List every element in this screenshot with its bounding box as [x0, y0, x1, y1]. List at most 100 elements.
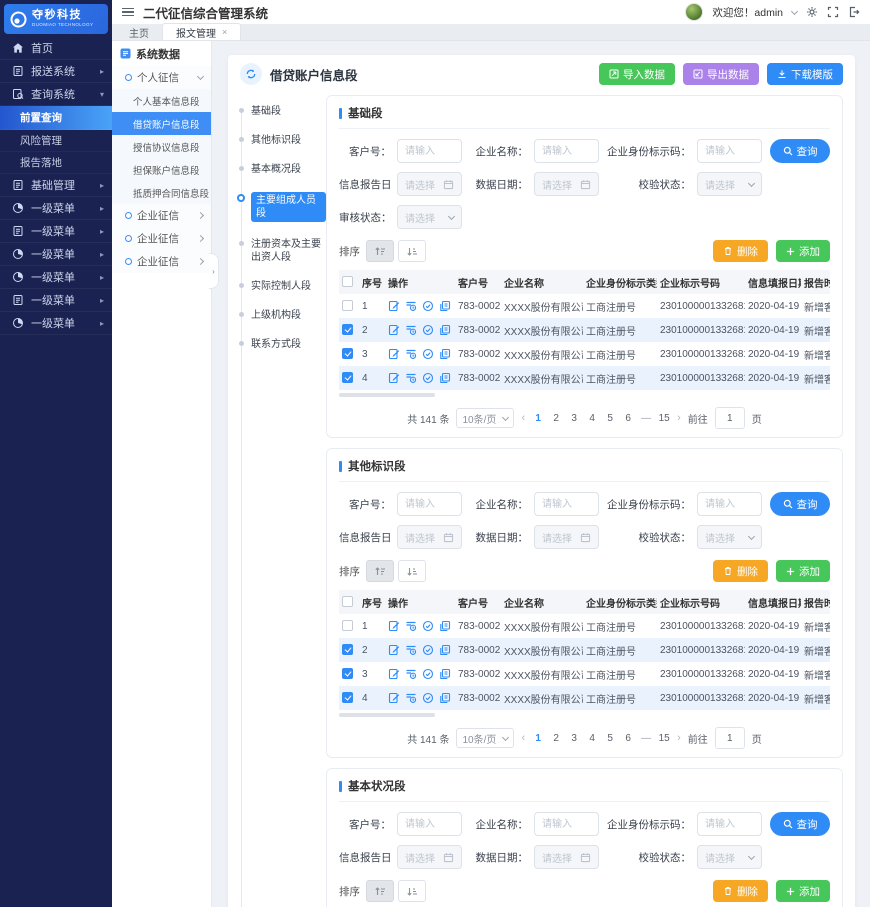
table-row[interactable]: 3 783-0002 XXXX股份有限公司 工商注册号 230100000133… — [339, 342, 830, 366]
check-circle-icon[interactable] — [422, 300, 434, 312]
copy-icon[interactable] — [439, 348, 451, 360]
company-name-input[interactable] — [534, 812, 599, 836]
anchor-registered-capital[interactable]: 注册资本及主要出资人段 — [238, 238, 326, 264]
sidebar-item-base-management[interactable]: 基础管理 ▸ — [0, 174, 112, 197]
anchor-overview[interactable]: 基本概况段 — [238, 163, 326, 176]
copy-icon[interactable] — [439, 692, 451, 704]
edit-icon[interactable] — [388, 620, 400, 632]
avatar[interactable] — [685, 3, 703, 21]
goto-page-input[interactable] — [715, 727, 745, 749]
page-number[interactable]: 3 — [568, 413, 580, 424]
sort-asc-button[interactable] — [366, 880, 394, 902]
anchor-other-id[interactable]: 其他标识段 — [238, 134, 326, 147]
check-circle-icon[interactable] — [422, 620, 434, 632]
edit-icon[interactable] — [388, 372, 400, 384]
page-size-select[interactable]: 10条/页 — [456, 728, 514, 748]
sidebar-item-menu-2[interactable]: 一级菜单 ▸ — [0, 220, 112, 243]
customer-no-input[interactable] — [397, 812, 462, 836]
check-status-select[interactable]: 请选择 — [697, 525, 762, 549]
logout-icon[interactable] — [848, 6, 860, 18]
delete-button[interactable]: 删除 — [713, 560, 768, 582]
detail-icon[interactable] — [405, 692, 417, 704]
search-button[interactable]: 查询 — [770, 492, 830, 516]
tab-message-management[interactable]: 报文管理 × — [162, 23, 241, 40]
add-button[interactable]: 添加 — [776, 880, 830, 902]
customer-no-input[interactable] — [397, 139, 462, 163]
download-template-button[interactable]: 下载模版 — [767, 63, 843, 85]
company-name-input[interactable] — [534, 139, 599, 163]
prev-page-button[interactable]: ‹ — [521, 732, 525, 744]
enterprise-id-input[interactable] — [697, 492, 762, 516]
check-circle-icon[interactable] — [422, 668, 434, 680]
user-menu-chevron-icon[interactable] — [791, 7, 798, 14]
check-status-select[interactable]: 请选择 — [697, 172, 762, 196]
tree-group-personal-credit[interactable]: 个人征信 — [112, 66, 211, 89]
table-row[interactable]: 1 783-0002 XXXX股份有限公司 工商注册号 230100000133… — [339, 294, 830, 318]
report-date-picker[interactable]: 请选择 — [397, 525, 462, 549]
horizontal-scrollbar[interactable] — [339, 713, 435, 717]
customer-no-input[interactable] — [397, 492, 462, 516]
copy-icon[interactable] — [439, 372, 451, 384]
select-all-checkbox[interactable] — [342, 276, 353, 287]
sidebar-collapse-handle[interactable]: › — [209, 253, 219, 289]
detail-icon[interactable] — [405, 668, 417, 680]
page-number[interactable]: 6 — [622, 733, 634, 744]
row-checkbox[interactable] — [342, 300, 353, 311]
goto-page-input[interactable] — [715, 407, 745, 429]
row-checkbox[interactable] — [342, 324, 353, 335]
add-button[interactable]: 添加 — [776, 560, 830, 582]
check-circle-icon[interactable] — [422, 372, 434, 384]
table-row[interactable]: 3 783-0002 XXXX股份有限公司 工商注册号 230100000133… — [339, 662, 830, 686]
row-checkbox[interactable] — [342, 668, 353, 679]
search-button[interactable]: 查询 — [770, 139, 830, 163]
check-circle-icon[interactable] — [422, 644, 434, 656]
tree-group-enterprise-credit-2[interactable]: 企业征信 — [112, 227, 211, 250]
page-number[interactable]: 5 — [604, 413, 616, 424]
prev-page-button[interactable]: ‹ — [521, 412, 525, 424]
company-name-input[interactable] — [534, 492, 599, 516]
detail-icon[interactable] — [405, 348, 417, 360]
report-date-picker[interactable]: 请选择 — [397, 845, 462, 869]
check-circle-icon[interactable] — [422, 324, 434, 336]
row-checkbox[interactable] — [342, 692, 353, 703]
table-row[interactable]: 4 783-0002 XXXX股份有限公司 工商注册号 230100000133… — [339, 366, 830, 390]
sidebar-item-query-system[interactable]: 查询系统 ▾ — [0, 83, 112, 106]
table-row[interactable]: 2 783-0002 XXXX股份有限公司 工商注册号 230100000133… — [339, 318, 830, 342]
page-number[interactable]: 15 — [658, 413, 670, 424]
detail-icon[interactable] — [405, 324, 417, 336]
page-size-select[interactable]: 10条/页 — [456, 408, 514, 428]
row-checkbox[interactable] — [342, 620, 353, 631]
sidebar-subitem-front-query[interactable]: 前置查询 — [0, 106, 112, 130]
tree-group-enterprise-credit-3[interactable]: 企业征信 — [112, 250, 211, 273]
copy-icon[interactable] — [439, 620, 451, 632]
detail-icon[interactable] — [405, 620, 417, 632]
edit-icon[interactable] — [388, 644, 400, 656]
add-button[interactable]: 添加 — [776, 240, 830, 262]
gear-icon[interactable] — [806, 6, 818, 18]
sidebar-subitem-report-landing[interactable]: 报告落地 — [0, 152, 112, 174]
row-checkbox[interactable] — [342, 644, 353, 655]
import-data-button[interactable]: 导入数据 — [599, 63, 675, 85]
export-data-button[interactable]: 导出数据 — [683, 63, 759, 85]
sidebar-item-report-system[interactable]: 报送系统 ▸ — [0, 60, 112, 83]
anchor-actual-controller[interactable]: 实际控制人段 — [238, 280, 326, 293]
copy-icon[interactable] — [439, 300, 451, 312]
page-number[interactable]: 2 — [550, 413, 562, 424]
sort-desc-button[interactable] — [398, 560, 426, 582]
page-number[interactable]: 4 — [586, 413, 598, 424]
tree-item-loan-account[interactable]: 借贷账户信息段 — [112, 112, 211, 135]
sort-desc-button[interactable] — [398, 880, 426, 902]
select-all-checkbox[interactable] — [342, 596, 353, 607]
page-number[interactable]: 5 — [604, 733, 616, 744]
page-number[interactable]: 2 — [550, 733, 562, 744]
table-row[interactable]: 4 783-0002 XXXX股份有限公司 工商注册号 230100000133… — [339, 686, 830, 710]
tree-item-credit-agreement[interactable]: 授信协议信息段 — [112, 135, 211, 158]
check-circle-icon[interactable] — [422, 692, 434, 704]
tree-item-personal-basic[interactable]: 个人基本信息段 — [112, 89, 211, 112]
check-circle-icon[interactable] — [422, 348, 434, 360]
next-page-button[interactable]: › — [677, 732, 681, 744]
anchor-basic[interactable]: 基础段 — [238, 105, 326, 118]
anchor-superior-org[interactable]: 上级机构段 — [238, 309, 326, 322]
fullscreen-icon[interactable] — [827, 6, 839, 18]
sort-desc-button[interactable] — [398, 240, 426, 262]
